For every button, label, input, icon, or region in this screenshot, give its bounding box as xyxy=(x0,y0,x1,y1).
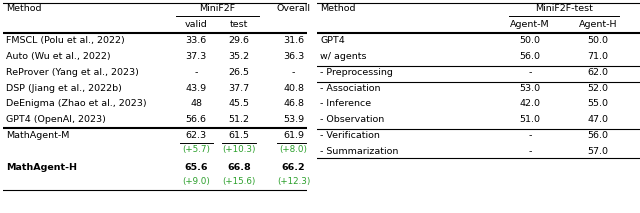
Text: - Summarization: - Summarization xyxy=(320,147,399,156)
Text: -: - xyxy=(529,147,532,156)
Text: MathAgent-M: MathAgent-M xyxy=(6,131,70,140)
Text: w/ agents: w/ agents xyxy=(320,52,367,61)
Text: 47.0: 47.0 xyxy=(588,115,609,124)
Text: - Inference: - Inference xyxy=(320,99,371,108)
Text: - Observation: - Observation xyxy=(320,115,384,124)
Text: 37.3: 37.3 xyxy=(186,52,207,61)
Text: Agent-M: Agent-M xyxy=(510,20,550,29)
Text: (+9.0): (+9.0) xyxy=(182,177,210,186)
Text: - Association: - Association xyxy=(320,84,381,93)
Text: 36.3: 36.3 xyxy=(283,52,304,61)
Text: Agent-H: Agent-H xyxy=(579,20,617,29)
Text: 33.6: 33.6 xyxy=(186,36,207,45)
Text: 37.7: 37.7 xyxy=(228,84,250,93)
Text: DeEnigma (Zhao et al., 2023): DeEnigma (Zhao et al., 2023) xyxy=(6,99,147,108)
Text: 62.3: 62.3 xyxy=(186,131,207,140)
Text: DSP (Jiang et al., 2022b): DSP (Jiang et al., 2022b) xyxy=(6,84,122,93)
Text: -: - xyxy=(529,131,532,140)
Text: -: - xyxy=(195,68,198,77)
Text: - Verification: - Verification xyxy=(320,131,380,140)
Text: MiniF2F-test: MiniF2F-test xyxy=(535,4,593,13)
Text: (+8.0): (+8.0) xyxy=(280,145,307,154)
Text: 56.0: 56.0 xyxy=(588,131,609,140)
Text: 61.9: 61.9 xyxy=(283,131,304,140)
Text: ReProver (Yang et al., 2023): ReProver (Yang et al., 2023) xyxy=(6,68,139,77)
Text: 52.0: 52.0 xyxy=(588,84,609,93)
Text: 66.2: 66.2 xyxy=(282,163,305,172)
Text: Auto (Wu et al., 2022): Auto (Wu et al., 2022) xyxy=(6,52,111,61)
Text: 29.6: 29.6 xyxy=(228,36,250,45)
Text: 71.0: 71.0 xyxy=(588,52,609,61)
Text: (+15.6): (+15.6) xyxy=(222,177,255,186)
Text: 31.6: 31.6 xyxy=(283,36,304,45)
Text: 62.0: 62.0 xyxy=(588,68,609,77)
Text: GPT4: GPT4 xyxy=(320,36,345,45)
Text: 26.5: 26.5 xyxy=(228,68,250,77)
Text: 51.0: 51.0 xyxy=(520,115,541,124)
Text: valid: valid xyxy=(185,20,207,29)
Text: FMSCL (Polu et al., 2022): FMSCL (Polu et al., 2022) xyxy=(6,36,125,45)
Text: 45.5: 45.5 xyxy=(228,99,250,108)
Text: (+5.7): (+5.7) xyxy=(182,145,210,154)
Text: 48: 48 xyxy=(190,99,202,108)
Text: 51.2: 51.2 xyxy=(228,115,250,124)
Text: (+10.3): (+10.3) xyxy=(222,145,255,154)
Text: GPT4 (OpenAI, 2023): GPT4 (OpenAI, 2023) xyxy=(6,115,106,124)
Text: Method: Method xyxy=(320,4,356,13)
Text: 56.6: 56.6 xyxy=(186,115,207,124)
Text: 35.2: 35.2 xyxy=(228,52,250,61)
Text: 53.0: 53.0 xyxy=(520,84,541,93)
Text: 40.8: 40.8 xyxy=(283,84,304,93)
Text: Overall: Overall xyxy=(276,4,310,13)
Text: 61.5: 61.5 xyxy=(228,131,250,140)
Text: MiniF2F: MiniF2F xyxy=(200,4,236,13)
Text: 56.0: 56.0 xyxy=(520,52,541,61)
Text: MathAgent-H: MathAgent-H xyxy=(6,163,77,172)
Text: 53.9: 53.9 xyxy=(283,115,304,124)
Text: 55.0: 55.0 xyxy=(588,99,609,108)
Text: test: test xyxy=(230,20,248,29)
Text: -: - xyxy=(292,68,295,77)
Text: (+12.3): (+12.3) xyxy=(277,177,310,186)
Text: Method: Method xyxy=(6,4,42,13)
Text: 57.0: 57.0 xyxy=(588,147,609,156)
Text: 65.6: 65.6 xyxy=(184,163,208,172)
Text: 42.0: 42.0 xyxy=(520,99,541,108)
Text: 43.9: 43.9 xyxy=(186,84,207,93)
Text: - Preprocessing: - Preprocessing xyxy=(320,68,393,77)
Text: 66.8: 66.8 xyxy=(227,163,251,172)
Text: 50.0: 50.0 xyxy=(588,36,609,45)
Text: 46.8: 46.8 xyxy=(283,99,304,108)
Text: -: - xyxy=(529,68,532,77)
Text: 50.0: 50.0 xyxy=(520,36,541,45)
